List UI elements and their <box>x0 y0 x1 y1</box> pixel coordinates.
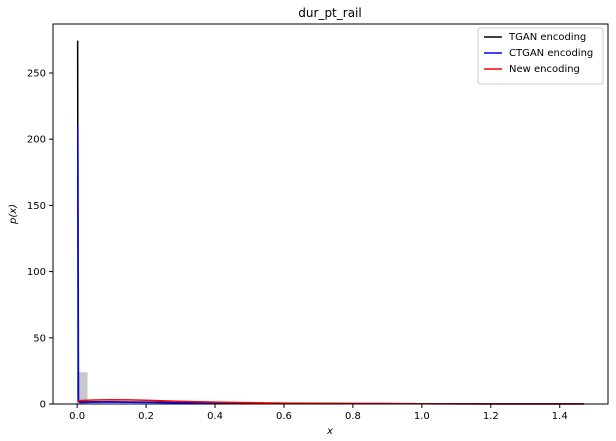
x-tick-label: 0.4 <box>207 411 223 422</box>
y-tick-label: 250 <box>27 68 46 79</box>
plot-area <box>76 40 584 405</box>
x-tick-label: 1.2 <box>483 411 499 422</box>
chart-title: dur_pt_rail <box>298 6 361 20</box>
x-tick-label: 0.2 <box>138 411 154 422</box>
histogram-bar-0 <box>77 372 88 404</box>
x-axis-label: x <box>326 426 333 437</box>
legend-label-tgan-encoding: TGAN encoding <box>508 32 586 43</box>
legend-label-ctgan-encoding: CTGAN encoding <box>509 48 593 59</box>
x-axis: 0.0 0.2 0.4 0.6 0.8 1.0 1.2 1.4 <box>69 404 568 422</box>
y-tick-label: 100 <box>27 267 46 278</box>
legend-box <box>477 27 604 85</box>
legend-label-new-encoding: New encoding <box>509 64 580 75</box>
y-tick-label: 50 <box>33 333 46 344</box>
x-tick-label: 1.0 <box>414 411 430 422</box>
legend: TGAN encoding CTGAN encoding New encoding <box>477 27 604 85</box>
x-tick-label: 0.6 <box>276 411 292 422</box>
y-tick-label: 200 <box>27 135 46 146</box>
series-line-ctgan-encoding <box>77 125 584 405</box>
y-axis-label: p(x) <box>8 204 19 225</box>
y-tick-label: 150 <box>27 201 46 212</box>
plot-frame <box>52 23 609 405</box>
x-tick-label: 1.4 <box>552 411 568 422</box>
series-line-tgan-encoding <box>76 40 584 405</box>
y-tick-label: 0 <box>40 400 46 411</box>
x-tick-label: 0.0 <box>69 411 85 422</box>
x-tick-label: 0.8 <box>345 411 361 422</box>
y-axis: 0 50 100 150 200 250 <box>27 68 53 411</box>
